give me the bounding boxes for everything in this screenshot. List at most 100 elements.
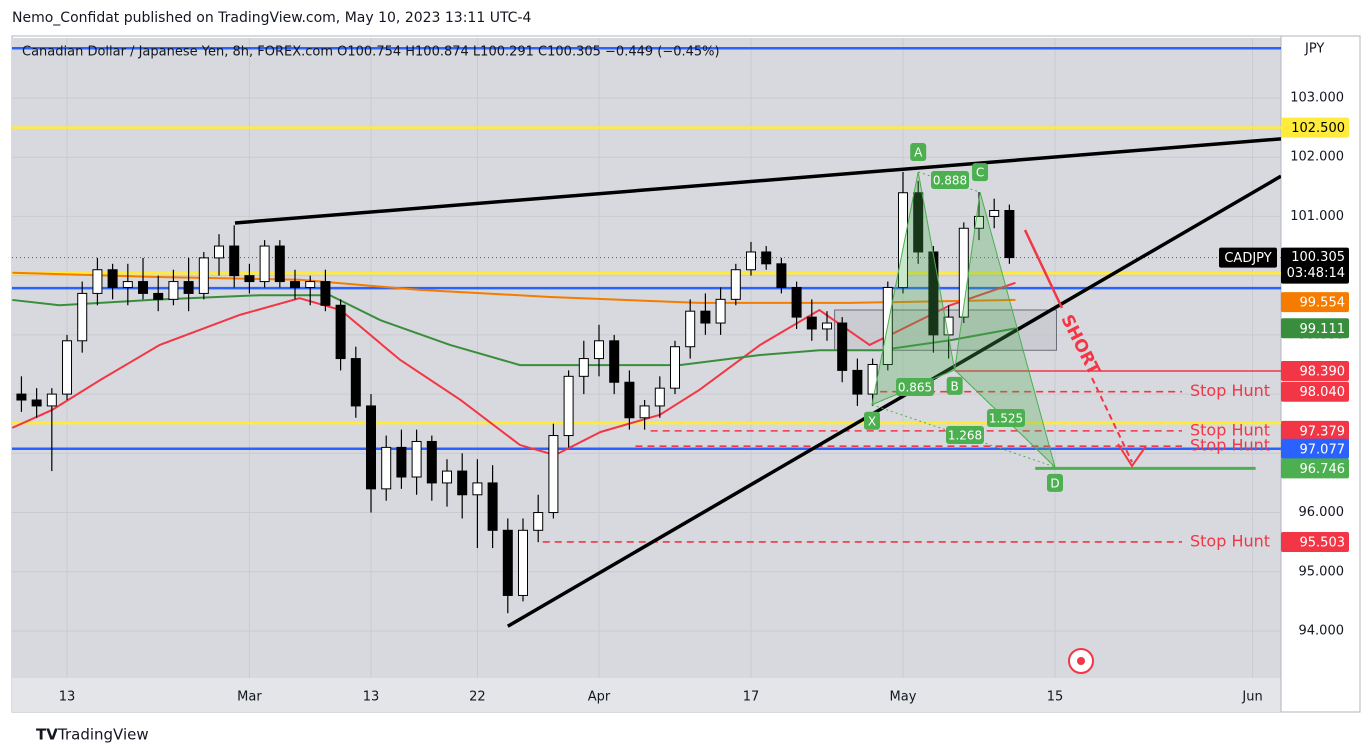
ratio-box <box>946 426 984 444</box>
x-tick-label: Mar <box>237 690 262 705</box>
candle-body <box>122 281 133 288</box>
candle-body <box>244 275 255 283</box>
chart-layer: 13 Mar 13 22 Apr 17 May 15 Jun 94.000 95.000 96.000… <box>12 38 1349 705</box>
candle-body <box>426 440 437 484</box>
ratio-label: 1.525 <box>989 412 1023 426</box>
ratio-label: 0.865 <box>898 381 932 395</box>
candle-body <box>77 292 88 342</box>
candle-body <box>594 340 605 360</box>
x-tick-label: 17 <box>743 690 760 705</box>
time-axis <box>12 678 1281 712</box>
pattern-point-box <box>863 411 880 430</box>
candle-body <box>335 304 346 360</box>
candle-body <box>624 381 635 419</box>
pattern-point-label: A <box>914 146 923 160</box>
candle-body <box>715 298 726 324</box>
short-arrow-dashed <box>1091 377 1133 463</box>
candle-body <box>16 393 27 401</box>
x-tick-label: 13 <box>363 690 380 705</box>
price-tag <box>1281 360 1349 381</box>
symbol-tag <box>1219 247 1277 268</box>
y-tick-label: 103.000 <box>1290 90 1344 105</box>
price-tag <box>1281 420 1349 441</box>
symbol-tag-label: CADJPY <box>1224 251 1271 266</box>
candle-body <box>168 281 179 300</box>
price-tag <box>1281 531 1349 552</box>
y-tick-label: 94.000 <box>1299 623 1345 638</box>
price-tag <box>1281 292 1349 313</box>
price-tag <box>1281 381 1349 402</box>
price-tag-label: 95.503 <box>1300 535 1346 550</box>
candle-body <box>897 192 908 288</box>
candle-body <box>290 281 301 288</box>
stop-hunt-note: Stop Hunt <box>1190 531 1270 550</box>
price-tag-label: 96.746 <box>1300 462 1346 477</box>
candle-body <box>320 281 331 306</box>
candle-body <box>533 512 544 531</box>
pattern-leg <box>918 171 981 193</box>
candle-body <box>274 245 285 283</box>
candle-body <box>381 446 392 490</box>
candle-body <box>685 310 696 348</box>
moving-average <box>12 294 1016 367</box>
price-tag <box>1281 438 1349 459</box>
candle-body <box>183 281 194 294</box>
x-tick-label: Apr <box>588 690 611 705</box>
candle-body <box>639 405 650 419</box>
price-tag <box>1281 318 1349 339</box>
price-tag-label: 97.379 <box>1300 424 1346 439</box>
stop-hunt-note: Stop Hunt <box>1190 420 1270 439</box>
candle-body <box>46 393 57 407</box>
stop-hunt-note: Stop Hunt <box>1190 381 1270 400</box>
candle-body <box>396 446 407 478</box>
candle-body <box>989 210 1000 217</box>
candle-body <box>366 405 377 490</box>
pattern-point-box <box>1046 473 1063 492</box>
candle-body <box>229 245 240 277</box>
candle-body <box>730 269 741 300</box>
candle-body <box>609 340 620 383</box>
short-arrow <box>1023 229 1064 309</box>
candle-body <box>973 215 984 229</box>
candle-body <box>913 192 924 253</box>
last-price-label: 100.305 <box>1291 250 1345 265</box>
candle-body <box>259 245 270 283</box>
candle-body <box>700 310 711 324</box>
ratio-box <box>931 171 969 189</box>
candle-body <box>791 286 802 318</box>
ratio-box <box>896 378 934 396</box>
moving-average <box>12 271 1016 304</box>
trendline <box>506 174 1281 628</box>
pattern-point-box <box>946 376 963 395</box>
candle-body <box>852 369 863 395</box>
candle-body <box>837 322 848 371</box>
candle-body <box>472 482 483 496</box>
price-tag-label: 99.554 <box>1300 296 1346 311</box>
price-tag-label: 98.040 <box>1300 385 1346 400</box>
symbol-legend: Canadian Dollar / Japanese Yen, 8h, FORE… <box>22 45 720 60</box>
candle-body <box>107 269 118 288</box>
candle-body <box>502 529 513 596</box>
candle-body <box>1004 210 1015 259</box>
x-tick-label: 22 <box>469 690 486 705</box>
candle-body <box>31 399 42 407</box>
y-tick-label: 102.000 <box>1290 150 1344 165</box>
candle-body <box>198 257 209 294</box>
candle-body <box>761 251 772 265</box>
plot-layer <box>12 38 1281 678</box>
x-tick-label: Jun <box>1241 690 1262 705</box>
pattern-point-label: C <box>976 166 984 180</box>
pattern-point-label: B <box>951 379 959 393</box>
candle-body <box>654 387 665 407</box>
candle-body <box>578 358 589 377</box>
y-tick-label: 95.000 <box>1299 564 1345 579</box>
pattern-point-box <box>972 163 989 182</box>
candle-body <box>457 470 468 496</box>
ratio-label: 0.888 <box>933 174 967 188</box>
candle-body <box>62 340 73 395</box>
x-tick-label: 15 <box>1047 690 1064 705</box>
pattern-point-label: D <box>1050 476 1059 490</box>
arrow-head <box>1117 443 1147 468</box>
price-tag-label: 98.390 <box>1300 364 1346 379</box>
alert-icon-dot <box>1077 657 1085 665</box>
